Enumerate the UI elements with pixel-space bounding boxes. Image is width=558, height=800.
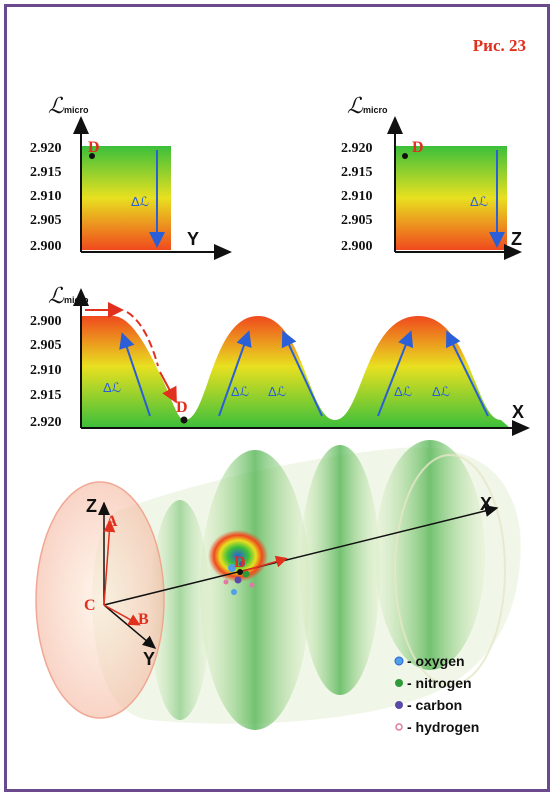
- tick-label: 2.915: [30, 388, 62, 403]
- point-d-marker: [89, 153, 95, 159]
- tick-label: 2.900: [30, 314, 62, 329]
- oxygen-atom: [228, 564, 236, 572]
- top-right-axis-symbol: ℒ: [347, 93, 364, 118]
- delta-arrow: [446, 330, 489, 417]
- tick-label: 2.900: [341, 239, 373, 254]
- delta-label: Δℒ: [432, 384, 450, 399]
- delta-arrow: [218, 330, 252, 417]
- oxygen-swatch: [394, 656, 404, 666]
- red-path-dashed: [126, 311, 159, 367]
- d-vector: [239, 555, 288, 573]
- point-d-marker: [402, 153, 408, 159]
- figure-label: Рис. 23: [472, 36, 526, 55]
- atom-legend: - oxygen - nitrogen - carbon - hydrogen: [394, 653, 479, 735]
- middle-axis-symbol: ℒ: [48, 283, 65, 308]
- tick-label: 2.905: [30, 213, 62, 228]
- red-path-arrow: [159, 371, 177, 404]
- tick-label: 2.920: [341, 141, 373, 156]
- b-vector: [103, 604, 141, 626]
- carbon-swatch: [395, 701, 403, 709]
- top-right-axis-label: Z: [511, 229, 522, 249]
- delta-label: Δℒ: [231, 384, 249, 399]
- legend-oxygen: - oxygen: [407, 653, 465, 669]
- x-axis-label: X: [480, 494, 492, 514]
- nitrogen-swatch: [395, 679, 403, 687]
- tick-label: 2.910: [30, 189, 62, 204]
- tube-band: [200, 450, 310, 730]
- x-axis-3d: [103, 505, 499, 606]
- molecule-scene: X Z Y A B C D: [35, 440, 521, 730]
- point-d-marker: [180, 416, 188, 424]
- z-axis-label: Z: [86, 496, 97, 516]
- tube-band: [375, 440, 485, 670]
- top-left-axis-symbol: ℒ: [48, 93, 65, 118]
- point-a-label: A: [106, 513, 118, 530]
- a-vector: [103, 520, 116, 606]
- delta-arrow: [119, 332, 151, 417]
- top-left-axis-label: Y: [187, 229, 199, 249]
- tube-opening: [35, 481, 165, 719]
- top-right-panel: ℒ micro 2.920 2.915 2.910 2.905 2.900 Z …: [341, 93, 522, 260]
- tick-label: 2.920: [30, 141, 62, 156]
- point-d-label: D: [176, 399, 188, 416]
- delta-label: Δℒ: [470, 194, 488, 209]
- delta-arrow: [377, 330, 414, 417]
- delta-label: Δℒ: [394, 384, 412, 399]
- top-left-panel: ℒ micro 2.920 2.915 2.910 2.905 2.900 Y …: [30, 93, 232, 260]
- y-axis-label: Y: [143, 649, 155, 669]
- tick-label: 2.900: [30, 239, 62, 254]
- legend-hydrogen: - hydrogen: [407, 719, 479, 735]
- top-right-gradient-block: [395, 146, 507, 250]
- hydrogen-atom: [223, 579, 229, 585]
- point-d-label: D: [234, 554, 246, 571]
- tick-label: 2.905: [341, 213, 373, 228]
- tube-band: [300, 445, 380, 695]
- delta-label: Δℒ: [103, 380, 121, 395]
- tick-label: 2.910: [341, 189, 373, 204]
- tick-label: 2.905: [30, 338, 62, 353]
- point-d-marker: [237, 569, 243, 575]
- point-d-label: D: [88, 139, 100, 156]
- legend-nitrogen: - nitrogen: [407, 675, 472, 691]
- delta-arrow: [281, 330, 323, 417]
- tick-label: 2.920: [30, 415, 62, 430]
- tube-ring: [394, 454, 506, 686]
- point-c-label: C: [84, 597, 96, 614]
- point-d-label: D: [412, 139, 424, 156]
- top-right-axis-subscript: micro: [363, 105, 388, 115]
- hydrogen-swatch: [395, 723, 403, 731]
- point-b-label: B: [138, 611, 149, 628]
- carbon-atom: [234, 576, 242, 584]
- delta-label: Δℒ: [131, 194, 149, 209]
- middle-panel: ℒ micro 2.900 2.905 2.910 2.915 2.920 X …: [30, 283, 530, 436]
- y-axis-3d: [103, 604, 157, 649]
- nitrogen-atom: [242, 570, 250, 578]
- legend-carbon: - carbon: [407, 697, 462, 713]
- delta-label: Δℒ: [268, 384, 286, 399]
- tick-label: 2.910: [30, 363, 62, 378]
- tick-label: 2.915: [341, 165, 373, 180]
- top-left-axis-subscript: micro: [64, 105, 89, 115]
- oxygen-atom: [231, 589, 237, 595]
- hydrogen-atom: [249, 582, 255, 588]
- middle-axis-label: X: [512, 402, 524, 422]
- tick-label: 2.915: [30, 165, 62, 180]
- middle-axis-subscript: micro: [64, 295, 89, 305]
- atom-cluster: [223, 561, 255, 595]
- tube-band: [150, 500, 210, 720]
- carbon-atom: [239, 561, 245, 567]
